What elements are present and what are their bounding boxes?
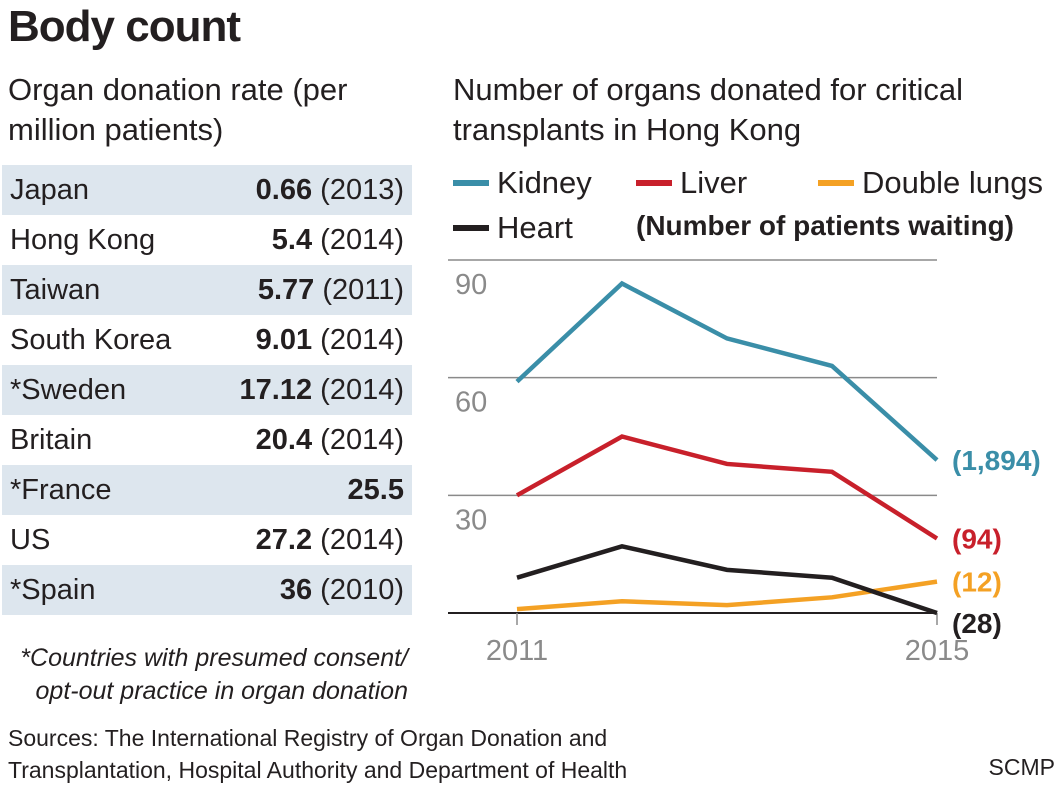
rate-year: (2014) (312, 523, 404, 556)
rate-country: Japan (2, 165, 206, 215)
rate-year: (2013) (312, 173, 404, 206)
rate-year: (2014) (312, 373, 404, 406)
end-label-liver: (94) (952, 523, 1002, 554)
end-label-heart: (28) (952, 608, 1002, 639)
legend-double-lungs-label: Double lungs (862, 165, 1043, 200)
page-title: Body count (8, 2, 241, 51)
series-line-double-lungs (516, 579, 938, 612)
x-tick-label: 2011 (486, 635, 548, 667)
footnote: *Countries with presumed consent/ opt-ou… (20, 644, 408, 705)
legend-liver-label: Liver (680, 165, 748, 200)
rate-country: *France (2, 465, 206, 515)
series-line-heart (516, 543, 938, 616)
rate-country: Britain (10, 423, 93, 456)
legend-heart: Heart (453, 210, 573, 246)
rate-value: 9.01 (255, 323, 313, 356)
double-lungs-swatch (818, 180, 854, 186)
rate-value: 5.77 (257, 273, 315, 306)
series-line-liver (515, 434, 939, 541)
liver-swatch (636, 180, 672, 186)
donation-rate-table: Japan 0.66 (2013) Hong Kong 5.4 (2014) Taiwa… (2, 165, 412, 615)
series-line-kidney (515, 280, 939, 462)
sources: Sources: The International Registry of O… (8, 725, 628, 783)
rate-row: Hong Kong 5.4 (2014) (2, 215, 412, 265)
rate-value: 17.12 (239, 373, 313, 406)
y-tick-label: 90 (455, 269, 487, 301)
legend-kidney-label: Kidney (497, 165, 592, 200)
legend-liver: Liver (636, 165, 747, 201)
legend-waiting-note: (Number of patients waiting) (636, 210, 1014, 241)
rate-value: 20.4 (255, 423, 313, 456)
rate-value-cell: 27.2 (2014) (205, 515, 412, 565)
rate-country: South Korea (10, 323, 172, 356)
rate-value-cell: 25.5 (205, 465, 412, 515)
rate-year: (2014) (312, 223, 404, 256)
rate-row: South Korea 9.01 (2014) (2, 315, 412, 365)
rate-value: 5.4 (271, 223, 313, 256)
rate-year: (2014) (312, 423, 404, 456)
kidney-swatch (453, 180, 489, 186)
rate-country: Hong Kong (10, 223, 156, 256)
donation-rate-subtitle: Organ donation rate (per million patient… (8, 72, 348, 147)
legend-double-lungs: Double lungs (818, 165, 1043, 201)
rate-year: (2014) (312, 323, 404, 356)
rate-value-cell: 5.4 (2014) (205, 215, 412, 265)
rate-value: 27.2 (255, 523, 313, 556)
rate-value: 36 (279, 573, 313, 606)
chart-title: Number of organs donated for critical tr… (453, 72, 964, 147)
rate-country: US (10, 523, 51, 556)
y-tick-label: 30 (455, 504, 487, 536)
end-label-kidney: (1,894) (952, 445, 1041, 476)
rate-value-cell: 17.12 (2014) (205, 365, 412, 415)
rate-row: *France 25.5 (2, 465, 412, 515)
rate-value-cell: 36 (2010) (205, 565, 412, 615)
rate-country: Taiwan (2, 265, 206, 315)
rate-value: 25.5 (347, 473, 404, 506)
rate-row: US 27.2 (2014) (2, 515, 412, 565)
credit: SCMP (988, 754, 1055, 780)
rate-row: Britain 20.4 (2014) (2, 415, 412, 465)
rate-row: Japan 0.66 (2013) (2, 165, 412, 215)
rate-value-cell: 0.66 (2013) (205, 165, 412, 215)
rate-value-cell: 9.01 (2014) (205, 315, 412, 365)
rate-year: (2010) (312, 573, 404, 606)
rate-row: *Sweden 17.12 (2014) (2, 365, 412, 415)
rate-country: *Spain (2, 565, 206, 615)
rate-row: Taiwan 5.77 (2011) (2, 265, 412, 315)
rate-value-cell: 20.4 (2014) (205, 415, 412, 465)
legend-heart-label: Heart (497, 210, 573, 245)
heart-swatch (453, 225, 489, 231)
end-label-double-lungs: (12) (952, 567, 1002, 598)
x-tick-label: 2015 (905, 635, 970, 667)
rate-year: (2011) (314, 273, 404, 306)
rate-value: 0.66 (255, 173, 313, 206)
legend-kidney: Kidney (453, 165, 592, 201)
rate-country: *Sweden (2, 365, 206, 415)
y-tick-label: 60 (455, 387, 487, 419)
rate-value-cell: 5.77 (2011) (205, 265, 412, 315)
rate-row: *Spain 36 (2010) (2, 565, 412, 615)
